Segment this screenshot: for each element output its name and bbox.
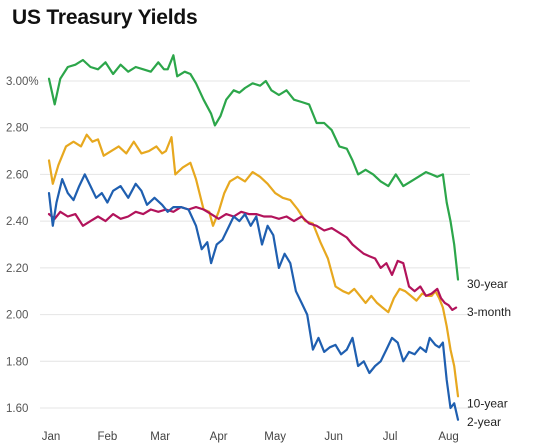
x-tick-label: Jun xyxy=(324,431,343,443)
y-tick-label: 1.80 xyxy=(6,356,28,368)
y-tick-label: 2.40 xyxy=(6,216,28,228)
series-line-10-year xyxy=(47,133,460,398)
series-line-30-year xyxy=(47,54,460,281)
series-label-30-year: 30-year xyxy=(467,277,508,291)
series-label-10-year: 10-year xyxy=(467,396,508,410)
y-tick-label: 3.00% xyxy=(6,76,39,88)
x-tick-label: Apr xyxy=(210,431,228,443)
y-tick-label: 2.80 xyxy=(6,123,28,135)
chart-title: US Treasury Yields xyxy=(12,6,198,29)
y-tick-label: 2.20 xyxy=(6,263,28,275)
x-tick-label: Jul xyxy=(383,431,398,443)
series-line-3-month xyxy=(47,206,458,311)
series-line-2-year xyxy=(47,173,460,421)
x-tick-label: Mar xyxy=(150,431,170,443)
x-tick-label: Jan xyxy=(42,431,61,443)
x-tick-label: Aug xyxy=(438,431,458,443)
x-axis-ticks: Jan Feb Mar Apr May Jun Jul Aug xyxy=(42,431,459,443)
series-label-3-month: 3-month xyxy=(467,305,511,319)
x-tick-label: May xyxy=(264,431,286,443)
y-tick-label: 2.60 xyxy=(6,169,28,181)
x-tick-label: Feb xyxy=(98,431,118,443)
series-lines xyxy=(47,54,460,421)
series-label-2-year: 2-year xyxy=(467,415,501,429)
y-tick-label: 2.00 xyxy=(6,310,28,322)
y-tick-label: 1.60 xyxy=(6,403,28,415)
series-labels: 30-year 10-year 3-month 2-year xyxy=(467,277,511,429)
y-axis-ticks: 3.00% 2.80 2.60 2.40 2.20 2.00 1.80 1.60 xyxy=(6,76,39,415)
